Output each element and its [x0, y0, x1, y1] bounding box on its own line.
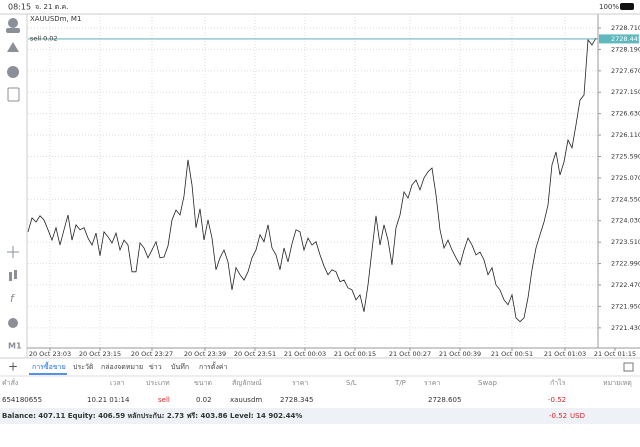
crosshair-icon[interactable] [7, 246, 19, 258]
account-icon-body [6, 28, 20, 33]
x-tick-label: 21 Oct 01:03 [544, 350, 586, 358]
order-label: sell 0.02 [30, 34, 58, 42]
x-tick-label: 21 Oct 00:39 [439, 350, 481, 358]
y-tick-label: 2725.590 [611, 152, 640, 160]
column-header: S/L [346, 379, 357, 387]
table-cell: xauusdm [230, 396, 262, 404]
column-header: ขนาด [194, 379, 212, 387]
layout-icon[interactable] [623, 362, 634, 372]
table: คำสั่ง เวลา ประเภท ขนาด สัญลักษณ์ ราคา S/L T/P ร… [2, 378, 632, 404]
objects-icon[interactable] [8, 318, 18, 328]
table-cell: -0.52 [548, 396, 566, 404]
table-cell: 2728.345 [280, 396, 313, 404]
y-tick-label: 2721.430 [611, 324, 640, 332]
table-cell: sell [158, 396, 170, 404]
toolbar: f M1 [6, 18, 22, 351]
chat-icon[interactable] [7, 66, 19, 78]
add-button[interactable]: + [8, 360, 18, 374]
balance-text: Balance: 407.11 Equity: 406.59 หลักประกั… [2, 412, 302, 420]
x-tick-label: 20 Oct 23:51 [234, 350, 276, 358]
add-icon[interactable] [7, 87, 20, 102]
battery-text: 100% [599, 3, 619, 11]
column-header: Swap [478, 379, 497, 387]
table-cell: 10.21 01:14 [87, 396, 130, 404]
total-profit: -0.52 [549, 412, 567, 420]
x-tick-label: 20 Oct 23:03 [29, 350, 71, 358]
column-header: ราคา [292, 379, 308, 387]
y-tick-label: 2724.550 [611, 195, 640, 203]
x-tick-label: 20 Oct 23:39 [184, 350, 226, 358]
status-time: 08:15 [8, 3, 31, 12]
y-tick-label: 2723.510 [611, 238, 640, 246]
x-tick-label: 20 Oct 23:15 [79, 350, 121, 358]
y-tick-label: 2728.190 [611, 45, 640, 53]
y-tick-label: 2722.470 [611, 281, 640, 289]
column-header: ประเภท [146, 379, 170, 387]
y-tick-label: 2727.670 [611, 67, 640, 75]
y-tick-label: 2724.030 [611, 217, 640, 225]
price-line [27, 37, 597, 323]
order-price-box [599, 34, 639, 44]
table-cell: 2728.605 [428, 396, 461, 404]
table-cell: 0.02 [196, 396, 212, 404]
chart-title: XAUUSDm, M1 [30, 15, 81, 23]
table-cell: 654180655 [2, 396, 42, 404]
tab[interactable]: ข่าว [149, 363, 162, 371]
column-header: ราคา [424, 379, 440, 387]
y-tick-label: 2727.150 [611, 88, 640, 96]
y-tick-label: 2726.110 [611, 131, 640, 139]
chart-type-icon[interactable] [9, 272, 12, 281]
column-header: คำสั่ง [2, 378, 18, 387]
column-header: T/P [394, 379, 406, 387]
column-header: กำไร [550, 378, 566, 387]
tab[interactable]: กล่องจดหมาย [101, 363, 143, 371]
timeframe[interactable]: M1 [8, 342, 22, 351]
y-tick-label: 2726.630 [611, 110, 640, 118]
x-tick-label: 21 Oct 01:15 [594, 350, 636, 358]
column-header: เวลา [110, 379, 125, 387]
tab[interactable]: บันทึก [171, 362, 189, 371]
x-tick-label: 21 Oct 00:15 [334, 350, 376, 358]
chart-type-icon-2 [14, 270, 17, 279]
currency: USD [570, 412, 585, 420]
column-header: สัญลักษณ์ [232, 379, 262, 387]
column-header: หมายเหตุ [603, 379, 632, 387]
tab[interactable]: การตั้งค่า [199, 360, 228, 371]
indicator-icon[interactable]: f [10, 292, 16, 305]
x-tick-label: 20 Oct 23:27 [131, 350, 173, 358]
status-date: จ. 21 ต.ค. [35, 3, 68, 11]
x-tick-label: 21 Oct 00:27 [389, 350, 431, 358]
tab[interactable]: การซื้อขาย [32, 360, 66, 371]
account-icon[interactable] [8, 18, 18, 28]
tab[interactable]: ประวัติ [73, 363, 94, 371]
y-tick-label: 2721.950 [611, 302, 640, 310]
chart: XAUUSDm, M1 2721.430 2721.950 2722.470 2722.… [0, 13, 640, 358]
order-price: 2728.445 [611, 35, 640, 43]
y-tick-label: 2725.070 [611, 174, 640, 182]
y-tick-label: 2728.710 [611, 24, 640, 32]
battery-icon [620, 3, 634, 10]
tabs: การซื้อขาย ประวัติ กล่องจดหมาย ข่าว บันทึก กา… [29, 360, 228, 375]
x-tick-label: 21 Oct 00:03 [284, 350, 326, 358]
balance-bar [0, 408, 640, 424]
y-tick-label: 2722.990 [611, 260, 640, 268]
trade-icon[interactable] [7, 42, 19, 52]
x-tick-label: 21 Oct 00:51 [491, 350, 533, 358]
